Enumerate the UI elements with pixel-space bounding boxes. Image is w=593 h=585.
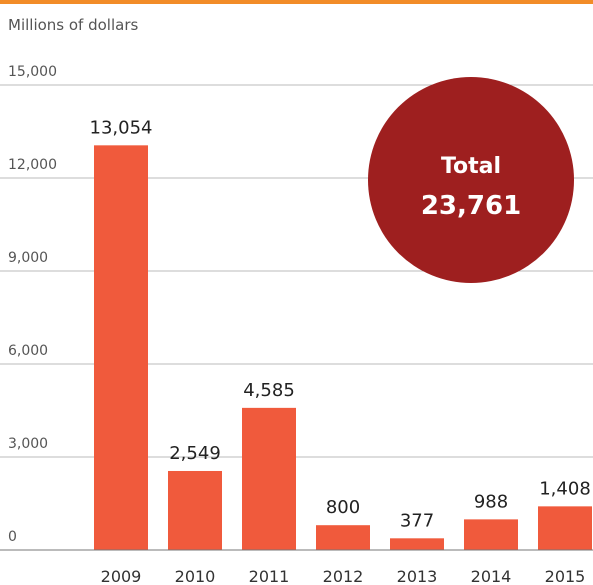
total-value: 23,761 bbox=[421, 191, 521, 221]
y-tick-label: 15,000 bbox=[8, 64, 57, 80]
value-label: 377 bbox=[400, 510, 434, 531]
y-tick-label: 3,000 bbox=[8, 436, 48, 452]
x-tick-label: 2013 bbox=[397, 567, 438, 585]
x-tick-label: 2012 bbox=[323, 567, 364, 585]
bars bbox=[94, 145, 592, 551]
y-tick-label: 6,000 bbox=[8, 343, 48, 359]
value-label: 13,054 bbox=[90, 117, 153, 138]
bar-2010 bbox=[168, 470, 222, 550]
x-tick-label: 2009 bbox=[101, 567, 142, 585]
x-tick-label: 2010 bbox=[175, 567, 216, 585]
y-tick-label: 12,000 bbox=[8, 157, 57, 173]
value-label: 2,549 bbox=[169, 443, 221, 464]
bar-2015 bbox=[538, 506, 592, 550]
bar-2014 bbox=[464, 519, 518, 550]
value-label: 988 bbox=[474, 491, 508, 512]
x-tick-label: 2015 bbox=[545, 567, 586, 585]
x-tick-label: 2014 bbox=[471, 567, 512, 585]
total-badge: Total 23,761 bbox=[368, 77, 574, 283]
x-tick-label: 2011 bbox=[249, 567, 290, 585]
bar-2012 bbox=[316, 525, 370, 550]
y-tick-label: 0 bbox=[8, 529, 17, 545]
unit-label: Millions of dollars bbox=[8, 16, 139, 34]
total-circle bbox=[368, 77, 574, 283]
top-accent-rule bbox=[0, 0, 593, 4]
bar-2009 bbox=[94, 145, 148, 551]
y-tick-label: 9,000 bbox=[8, 250, 48, 266]
value-label: 1,408 bbox=[539, 478, 591, 499]
bar-2013 bbox=[390, 538, 444, 550]
value-label: 800 bbox=[326, 497, 360, 518]
value-label: 4,585 bbox=[243, 380, 295, 401]
data-labels: 13,054 2,549 4,585 800 377 988 1,408 bbox=[90, 117, 591, 531]
x-axis: 2009 2010 2011 2012 2013 2014 2015 bbox=[0, 549, 593, 585]
total-label: Total bbox=[441, 154, 501, 179]
bar-2011 bbox=[242, 407, 296, 550]
